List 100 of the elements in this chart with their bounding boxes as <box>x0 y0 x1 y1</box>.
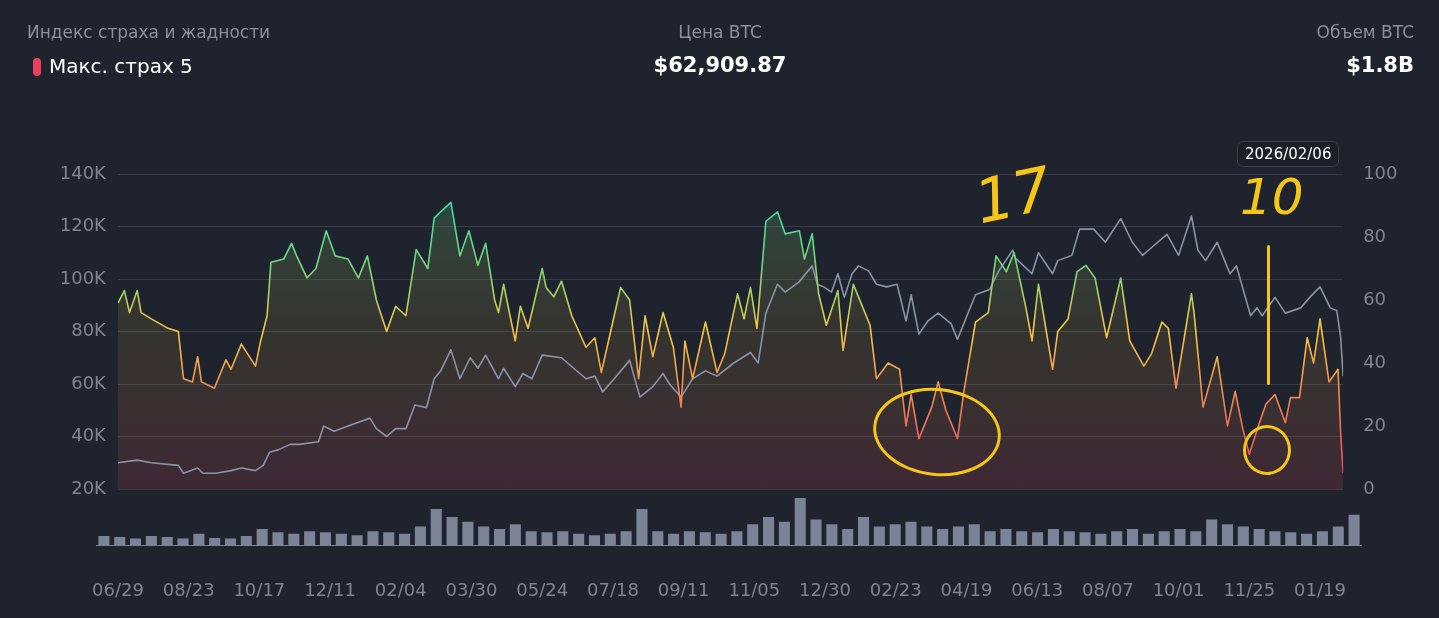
x-tick-label: 04/19 <box>940 579 993 601</box>
bar <box>272 532 284 546</box>
x-tick-label: 06/13 <box>1011 579 1064 601</box>
y-tick-label: 140K <box>59 161 108 183</box>
bar <box>873 526 885 546</box>
y-tick-label: 100K <box>59 266 108 288</box>
bar <box>952 526 964 546</box>
text: $1.8B <box>1346 53 1414 77</box>
y2-tick-label: 60 <box>1363 287 1387 309</box>
bar <box>1332 526 1344 546</box>
bar <box>1158 531 1170 546</box>
bar <box>1221 524 1234 546</box>
y2-tick-label: 0 <box>1363 476 1375 498</box>
bar <box>1142 533 1154 546</box>
x-tick-label: 03/30 <box>445 579 498 601</box>
bar <box>826 524 838 546</box>
bar <box>842 528 854 546</box>
annotation: 10 <box>1240 168 1304 226</box>
text: Объем BTC <box>1316 22 1414 42</box>
bar <box>810 519 822 546</box>
annotation: 17 <box>968 152 1058 238</box>
bar <box>1127 528 1139 546</box>
bar <box>1016 531 1028 546</box>
x-tick-label: 10/01 <box>1152 579 1205 601</box>
x-tick-label: 11/25 <box>1223 579 1276 601</box>
bar <box>715 533 727 546</box>
bar <box>668 533 680 546</box>
bar <box>509 524 521 546</box>
bar <box>1174 528 1186 546</box>
bar <box>209 537 221 546</box>
y-tick-label: 20K <box>71 476 108 498</box>
bar <box>177 538 189 546</box>
bar <box>984 531 996 546</box>
bar <box>588 535 601 546</box>
bar <box>494 528 506 546</box>
bar <box>383 532 395 546</box>
bar <box>130 538 142 546</box>
bar <box>604 533 616 546</box>
bar <box>699 532 711 546</box>
bar <box>478 526 490 546</box>
x-tick-label: 12/11 <box>304 579 357 601</box>
text: $62,909.87 <box>652 53 788 77</box>
x-tick-label: 08/23 <box>162 579 215 601</box>
bar <box>414 526 426 546</box>
x-tick-label: 05/24 <box>516 579 569 601</box>
bar <box>193 533 205 546</box>
bar <box>224 538 237 546</box>
bar <box>857 517 870 546</box>
bar <box>446 517 458 546</box>
x-tick-label: 07/18 <box>586 579 639 601</box>
bar <box>1047 528 1059 546</box>
bar <box>937 528 949 546</box>
x-tick-label: 02/04 <box>374 579 427 601</box>
bar <box>683 531 695 546</box>
bar <box>335 533 347 546</box>
bar <box>1063 531 1075 546</box>
bar <box>240 536 252 546</box>
bar <box>541 532 553 546</box>
bar <box>778 521 790 546</box>
y2-tick-label: 100 <box>1363 161 1398 183</box>
bar <box>367 531 379 546</box>
bar <box>968 524 980 546</box>
bar <box>288 533 300 546</box>
x-tick-label: 11/05 <box>728 579 781 601</box>
bar <box>161 537 173 546</box>
bar <box>794 498 806 546</box>
bar <box>256 528 268 546</box>
bar <box>399 533 411 546</box>
bar <box>1285 532 1297 546</box>
x-tick-label: 12/30 <box>799 579 851 601</box>
bar <box>319 532 331 546</box>
bar <box>747 524 759 546</box>
bar <box>731 531 743 546</box>
bar <box>525 531 537 546</box>
y-tick-label: 80K <box>71 319 108 341</box>
x-tick-label: 02/23 <box>869 579 922 601</box>
y2-tick-label: 20 <box>1363 413 1387 435</box>
bar <box>557 531 569 546</box>
bar <box>763 517 775 546</box>
bar <box>1095 533 1107 546</box>
y-tick-label: 40K <box>71 424 108 446</box>
bar <box>636 508 648 546</box>
bar <box>1253 528 1265 546</box>
bar <box>430 508 442 546</box>
x-tick-label: 01/19 <box>1294 579 1346 601</box>
y-tick-label: 60K <box>71 371 108 393</box>
bar <box>1316 531 1328 546</box>
text: Цена BTC <box>677 22 763 42</box>
bar <box>351 535 363 546</box>
text: 2026/02/06 <box>1237 141 1340 167</box>
bar <box>1111 531 1123 546</box>
bar <box>1206 519 1218 546</box>
bar <box>573 533 585 546</box>
chart-title: Индекс страха и жадности <box>27 22 271 42</box>
bar <box>921 526 933 546</box>
bar <box>1000 528 1012 546</box>
bar <box>114 537 126 546</box>
bar <box>462 521 474 546</box>
y2-tick-label: 80 <box>1363 224 1387 246</box>
bar <box>1301 533 1313 546</box>
